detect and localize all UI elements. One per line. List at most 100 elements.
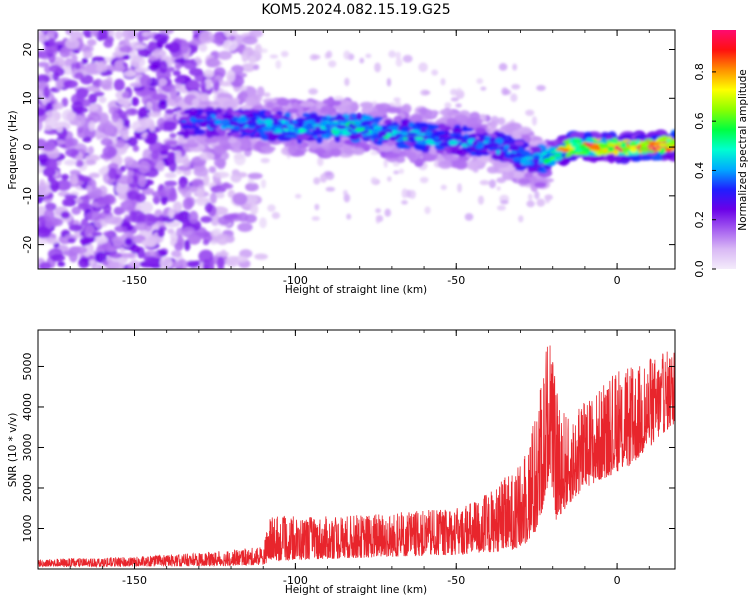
heatmap-cell	[374, 62, 381, 73]
heatmap-cell	[148, 141, 164, 154]
heatmap-cell	[524, 156, 534, 160]
heatmap-cell	[189, 116, 197, 123]
heatmap-cell	[440, 184, 447, 191]
heatmap-cell	[344, 77, 350, 87]
heatmap-cell	[231, 132, 242, 138]
heatmap-cell	[334, 135, 341, 143]
heatmap-cell	[119, 253, 136, 259]
heatmap-cell	[372, 133, 380, 138]
heatmap-cell	[38, 183, 51, 197]
heatmap-cell	[62, 198, 70, 207]
heatmap-cell	[112, 236, 124, 248]
heatmap-cell	[121, 92, 130, 99]
heatmap-cell	[261, 126, 273, 132]
snr-x-ticks: -150 -100 -50 0	[37, 330, 650, 587]
heatmap-cell	[139, 117, 154, 129]
heatmap-cell	[336, 124, 347, 130]
heatmap-cell	[581, 146, 593, 153]
heatmap-cell	[106, 245, 117, 252]
heatmap-cell	[208, 166, 217, 174]
heatmap-cell	[188, 210, 199, 224]
heatmap-cell	[456, 87, 462, 94]
heatmap-cell	[179, 177, 187, 189]
heatmap-cell	[164, 172, 177, 179]
heatmap-cell	[217, 50, 233, 60]
heatmap-cell	[105, 36, 115, 43]
heatmap-cell	[424, 206, 431, 215]
heatmap-cell	[145, 132, 154, 145]
heatmap-cell	[312, 130, 322, 136]
heatmap-cell	[256, 128, 263, 133]
heatmap-cell	[233, 153, 246, 166]
heatmap-cell	[82, 30, 92, 36]
heatmap-cell	[425, 139, 433, 145]
heatmap-cell	[124, 237, 133, 246]
heatmap-cell	[446, 137, 454, 141]
heatmap-cell	[152, 93, 168, 101]
heatmap-cell	[98, 96, 107, 104]
heatmap-cell	[82, 136, 92, 143]
heatmap-cell	[61, 173, 69, 181]
heatmap-cell	[172, 201, 183, 212]
heatmap-cell	[496, 186, 501, 191]
spectrogram-y-ticks: -20 -10 0 10 20	[21, 43, 675, 254]
heatmap-cell	[220, 119, 230, 125]
heatmap-cell	[495, 149, 501, 155]
heatmap-cell	[512, 163, 523, 168]
heatmap-cell	[514, 140, 525, 146]
heatmap-cell	[182, 158, 191, 167]
heatmap-cell	[71, 101, 84, 114]
heatmap-cell	[496, 177, 506, 184]
heatmap-cell	[300, 101, 315, 108]
heatmap-cell	[549, 155, 556, 160]
heatmap-cell	[531, 116, 537, 126]
heatmap-cell	[489, 120, 499, 128]
heatmap-cell	[346, 213, 352, 220]
heatmap-cell	[170, 250, 182, 258]
heatmap-cell	[448, 139, 458, 146]
heatmap-cell	[104, 123, 116, 136]
heatmap-cell	[157, 228, 165, 238]
heatmap-cell	[130, 55, 146, 68]
heatmap-cell	[320, 105, 335, 116]
heatmap-cell	[406, 132, 418, 137]
heatmap-cell	[244, 214, 257, 224]
heatmap-cell	[325, 186, 336, 192]
heatmap-cell	[317, 156, 324, 167]
heatmap-cell	[65, 30, 73, 36]
heatmap-cell	[444, 102, 452, 109]
heatmap-cell	[263, 92, 271, 98]
heatmap-cell	[192, 30, 199, 35]
heatmap-cell	[373, 116, 384, 121]
heatmap-cell	[269, 54, 279, 59]
heatmap-cell	[415, 140, 425, 144]
heatmap-cell	[38, 107, 46, 117]
heatmap-cell	[407, 152, 417, 161]
heatmap-cell	[122, 30, 138, 40]
y-tick-label: 2000	[21, 474, 34, 502]
heatmap-cell	[536, 198, 546, 207]
heatmap-cell	[527, 167, 536, 172]
heatmap-cell	[501, 169, 515, 181]
heatmap-cell	[113, 78, 125, 92]
heatmap-cell	[215, 251, 230, 257]
heatmap-cell	[104, 215, 120, 225]
heatmap-cell	[545, 195, 551, 204]
heatmap-cell	[330, 148, 342, 157]
spectrogram-ylabel: Frequency (Hz)	[7, 110, 19, 189]
heatmap-cell	[96, 64, 108, 73]
heatmap-cell	[308, 140, 320, 150]
heatmap-cell	[158, 78, 168, 86]
heatmap-cell	[241, 63, 256, 73]
heatmap-cell	[181, 226, 196, 238]
heatmap-cell	[508, 152, 517, 159]
heatmap-cell	[222, 183, 234, 190]
heatmap-cell	[477, 195, 484, 205]
heatmap-cell	[287, 108, 299, 114]
heatmap-cell	[446, 117, 457, 126]
heatmap-cell	[98, 112, 109, 125]
heatmap-cell	[400, 126, 410, 132]
heatmap-cell	[164, 140, 178, 146]
heatmap-cell	[204, 136, 219, 144]
heatmap-cell	[228, 35, 236, 42]
